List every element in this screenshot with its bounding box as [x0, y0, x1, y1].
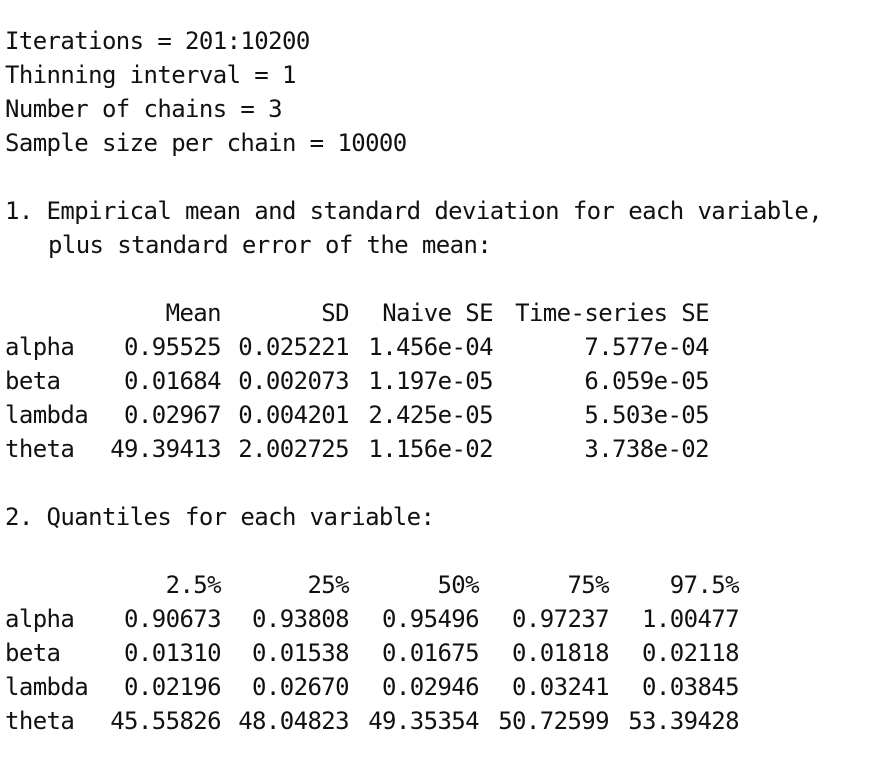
blank-line	[5, 262, 885, 296]
quantiles-table: 2.5% 25% 50% 75% 97.5% alpha 0.90673 0.9…	[5, 568, 885, 738]
cell-value: 7.577e-04	[584, 333, 709, 361]
thinning-interval-line: Thinning interval = 1	[5, 61, 296, 89]
cell-value: 0.01684	[124, 367, 222, 395]
table-row: theta 49.39413 2.002725 1.156e-02 3.738e…	[5, 432, 885, 466]
row-label: alpha	[5, 333, 75, 361]
cell-value: 45.55826	[110, 707, 221, 735]
cell-value: 0.90673	[124, 605, 222, 633]
table-header-row: Mean SD Naive SE Time-series SE	[5, 296, 885, 330]
row-label: theta	[5, 435, 75, 463]
column-header	[5, 296, 103, 330]
row-label: beta	[5, 639, 61, 667]
row-label: theta	[5, 707, 75, 735]
cell-value: 3.738e-02	[584, 435, 709, 463]
column-header-50: 50%	[437, 571, 479, 599]
cell-value: 50.72599	[498, 707, 609, 735]
column-header-naive-se: Naive SE	[382, 299, 493, 327]
cell-value: 0.02967	[124, 401, 222, 429]
cell-value: 0.01675	[382, 639, 480, 667]
cell-value: 49.35354	[368, 707, 479, 735]
column-header-25: 25%	[307, 571, 349, 599]
blank-line	[5, 466, 885, 500]
table-row: alpha 0.90673 0.93808 0.95496 0.97237 1.…	[5, 602, 885, 636]
column-header-2-5: 2.5%	[165, 571, 222, 599]
cell-value: 49.39413	[110, 435, 221, 463]
section1-subtitle: plus standard error of the mean:	[48, 231, 492, 259]
cell-value: 0.97237	[512, 605, 610, 633]
section2-title: 2. Quantiles for each variable:	[5, 503, 435, 531]
console-output: Iterations = 201:10200 Thinning interval…	[5, 24, 885, 738]
cell-value: 0.004201	[238, 401, 349, 429]
blank-line	[5, 534, 885, 568]
table-row: lambda 0.02967 0.004201 2.425e-05 5.503e…	[5, 398, 885, 432]
table-row: beta 0.01684 0.002073 1.197e-05 6.059e-0…	[5, 364, 885, 398]
iterations-line: Iterations = 201:10200	[5, 27, 310, 55]
cell-value: 48.04823	[238, 707, 349, 735]
cell-value: 0.02196	[124, 673, 222, 701]
cell-value: 1.156e-02	[368, 435, 493, 463]
cell-value: 0.01310	[124, 639, 222, 667]
cell-value: 2.425e-05	[368, 401, 493, 429]
sample-size-line: Sample size per chain = 10000	[5, 129, 407, 157]
cell-value: 0.02670	[252, 673, 350, 701]
cell-value: 0.03845	[642, 673, 740, 701]
summary-statistics-table: Mean SD Naive SE Time-series SE alpha 0.…	[5, 296, 885, 466]
cell-value: 0.03241	[512, 673, 610, 701]
column-header-sd: SD	[321, 299, 349, 327]
cell-value: 5.503e-05	[584, 401, 709, 429]
cell-value: 0.002073	[238, 367, 349, 395]
column-header	[5, 568, 103, 602]
row-label: alpha	[5, 605, 75, 633]
cell-value: 0.95496	[382, 605, 480, 633]
cell-value: 1.197e-05	[368, 367, 493, 395]
number-of-chains-line: Number of chains = 3	[5, 95, 283, 123]
cell-value: 0.02118	[642, 639, 740, 667]
table-row: lambda 0.02196 0.02670 0.02946 0.03241 0…	[5, 670, 885, 704]
cell-value: 0.01818	[512, 639, 610, 667]
cell-value: 0.93808	[252, 605, 350, 633]
row-label: beta	[5, 367, 61, 395]
cell-value: 0.01538	[252, 639, 350, 667]
cell-value: 6.059e-05	[584, 367, 709, 395]
cell-value: 0.02946	[382, 673, 480, 701]
section1-title: 1. Empirical mean and standard deviation…	[5, 197, 823, 225]
cell-value: 0.95525	[124, 333, 222, 361]
table-row: theta 45.55826 48.04823 49.35354 50.7259…	[5, 704, 885, 738]
column-header-75: 75%	[567, 571, 609, 599]
cell-value: 53.39428	[628, 707, 739, 735]
cell-value: 0.025221	[238, 333, 349, 361]
table-row: alpha 0.95525 0.025221 1.456e-04 7.577e-…	[5, 330, 885, 364]
column-header-97-5: 97.5%	[669, 571, 740, 599]
blank-line	[5, 160, 885, 194]
cell-value: 1.00477	[642, 605, 740, 633]
table-row: beta 0.01310 0.01538 0.01675 0.01818 0.0…	[5, 636, 885, 670]
table-header-row: 2.5% 25% 50% 75% 97.5%	[5, 568, 885, 602]
row-label: lambda	[5, 401, 89, 429]
cell-value: 2.002725	[238, 435, 349, 463]
column-header-time-series-se: Time-series SE	[515, 299, 709, 327]
row-label: lambda	[5, 673, 89, 701]
cell-value: 1.456e-04	[368, 333, 493, 361]
column-header-mean: Mean	[165, 299, 222, 327]
